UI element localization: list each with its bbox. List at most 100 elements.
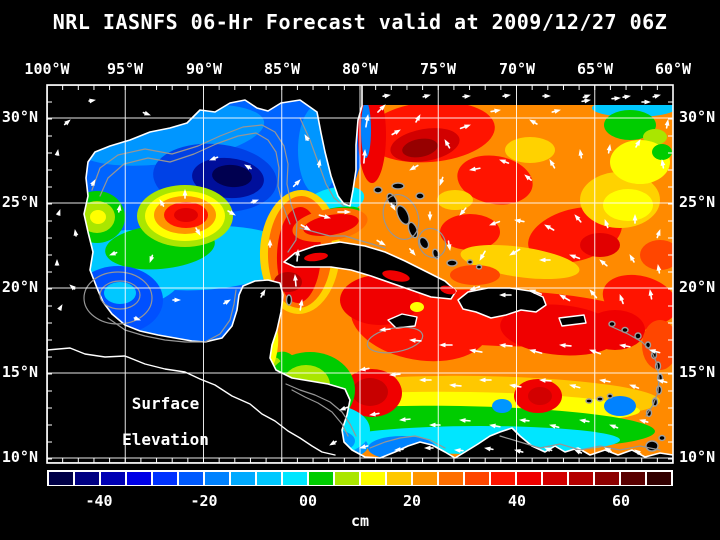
lon-label: 95°W: [106, 60, 144, 78]
current-arrow-head: [504, 93, 511, 99]
current-arrow-head: [64, 119, 71, 126]
current-arrow: [439, 342, 453, 348]
current-arrow-head: [624, 94, 631, 100]
current-arrow-head: [524, 174, 531, 181]
current-arrow-head: [244, 164, 251, 170]
bahama-bank-contour: [382, 194, 420, 240]
current-arrow: [499, 343, 513, 348]
bathymetry-contour: [99, 280, 141, 310]
bathymetry-contour: [285, 383, 357, 437]
current-arrow: [409, 164, 419, 171]
colorbar-cell: [490, 471, 516, 485]
current-arrow: [581, 98, 591, 104]
colorbar-cell: [464, 471, 490, 485]
current-arrow: [444, 139, 451, 149]
current-arrow-head: [464, 94, 471, 99]
current-arrow-head: [362, 149, 367, 156]
current-arrow: [195, 227, 201, 236]
current-arrow: [419, 377, 432, 383]
current-arrow: [459, 418, 471, 423]
abc-island: [585, 398, 593, 404]
current-arrow: [551, 109, 561, 114]
current-arrow-head: [648, 289, 654, 296]
lon-label: 100°W: [24, 60, 70, 78]
current-arrow-head: [439, 179, 445, 186]
west-eddy-core: [90, 210, 106, 224]
current-arrow: [657, 379, 668, 384]
jamaica: [387, 313, 418, 329]
current-arrow-head: [384, 93, 391, 99]
current-arrow-head: [409, 165, 416, 171]
current-arrow-head: [260, 289, 266, 296]
current-arrow: [379, 327, 391, 332]
current-arrow-head: [295, 249, 300, 256]
current-arrow: [142, 110, 151, 116]
colombia-blue-dot: [492, 399, 512, 413]
current-arrow-head: [469, 348, 476, 354]
current-arrow: [109, 250, 118, 256]
bahamas-island: [391, 182, 405, 190]
current-arrow-head: [174, 297, 181, 303]
colorbar-cell: [204, 471, 230, 485]
current-arrow-head: [449, 383, 456, 388]
current-arrow: [427, 211, 433, 221]
current-arrow-head: [394, 129, 401, 135]
current-arrow: [499, 292, 512, 298]
current-arrow-head: [224, 299, 231, 305]
current-arrow-head: [657, 379, 664, 384]
current-arrow: [382, 93, 391, 99]
current-arrow-head: [589, 289, 596, 296]
current-arrow: [514, 218, 525, 224]
current-arrow-head: [578, 149, 584, 156]
current-arrow: [629, 254, 635, 263]
current-arrow: [569, 384, 581, 389]
current-arrow: [159, 199, 165, 207]
current-arrow: [223, 299, 231, 305]
current-arrow-head: [549, 424, 556, 429]
current-arrow: [409, 248, 416, 256]
colorbar-tick-label: 00: [298, 492, 318, 510]
current-arrow: [559, 294, 571, 302]
current-arrow-head: [539, 257, 546, 263]
current-arrow-head: [629, 254, 635, 261]
current-arrow: [539, 378, 552, 383]
lat-label-right: 30°N: [679, 108, 716, 127]
current-arrow-head: [539, 378, 546, 383]
current-arrow-head: [489, 423, 496, 429]
current-arrow-head: [549, 159, 555, 166]
colorbar: [47, 470, 673, 486]
cozumel: [285, 294, 293, 306]
current-arrow: [69, 284, 76, 291]
current-arrow: [244, 164, 252, 170]
current-arrow-head: [54, 149, 60, 156]
carib-east-red: [585, 310, 645, 350]
current-arrow: [454, 448, 464, 453]
campeche-core: [104, 282, 136, 304]
current-arrow-head: [655, 229, 661, 236]
colorbar-cell: [594, 471, 620, 485]
current-arrow-head: [182, 189, 188, 196]
gulf-navy-core: [212, 164, 252, 188]
current-arrow: [479, 250, 486, 261]
current-arrow: [90, 179, 96, 186]
current-arrow: [459, 207, 467, 216]
current-arrow-head: [529, 119, 536, 125]
current-arrow: [606, 144, 612, 154]
current-arrow-head: [499, 159, 506, 165]
current-arrow: [292, 179, 301, 188]
current-arrow: [632, 214, 638, 224]
current-arrow-head: [116, 204, 122, 211]
current-arrow-head: [359, 444, 366, 449]
current-arrow: [469, 348, 483, 354]
current-arrow-head: [459, 418, 466, 423]
colorbar-cell: [646, 471, 672, 485]
current-arrow-head: [569, 254, 576, 260]
current-arrow-head: [195, 229, 201, 236]
colorbar-cell: [74, 471, 100, 485]
current-arrow-head: [298, 299, 304, 306]
colorbar-cell: [542, 471, 568, 485]
current-arrow-head: [544, 93, 551, 99]
current-arrow: [544, 447, 553, 453]
current-arrow: [329, 440, 337, 446]
current-arrow-head: [73, 229, 79, 236]
